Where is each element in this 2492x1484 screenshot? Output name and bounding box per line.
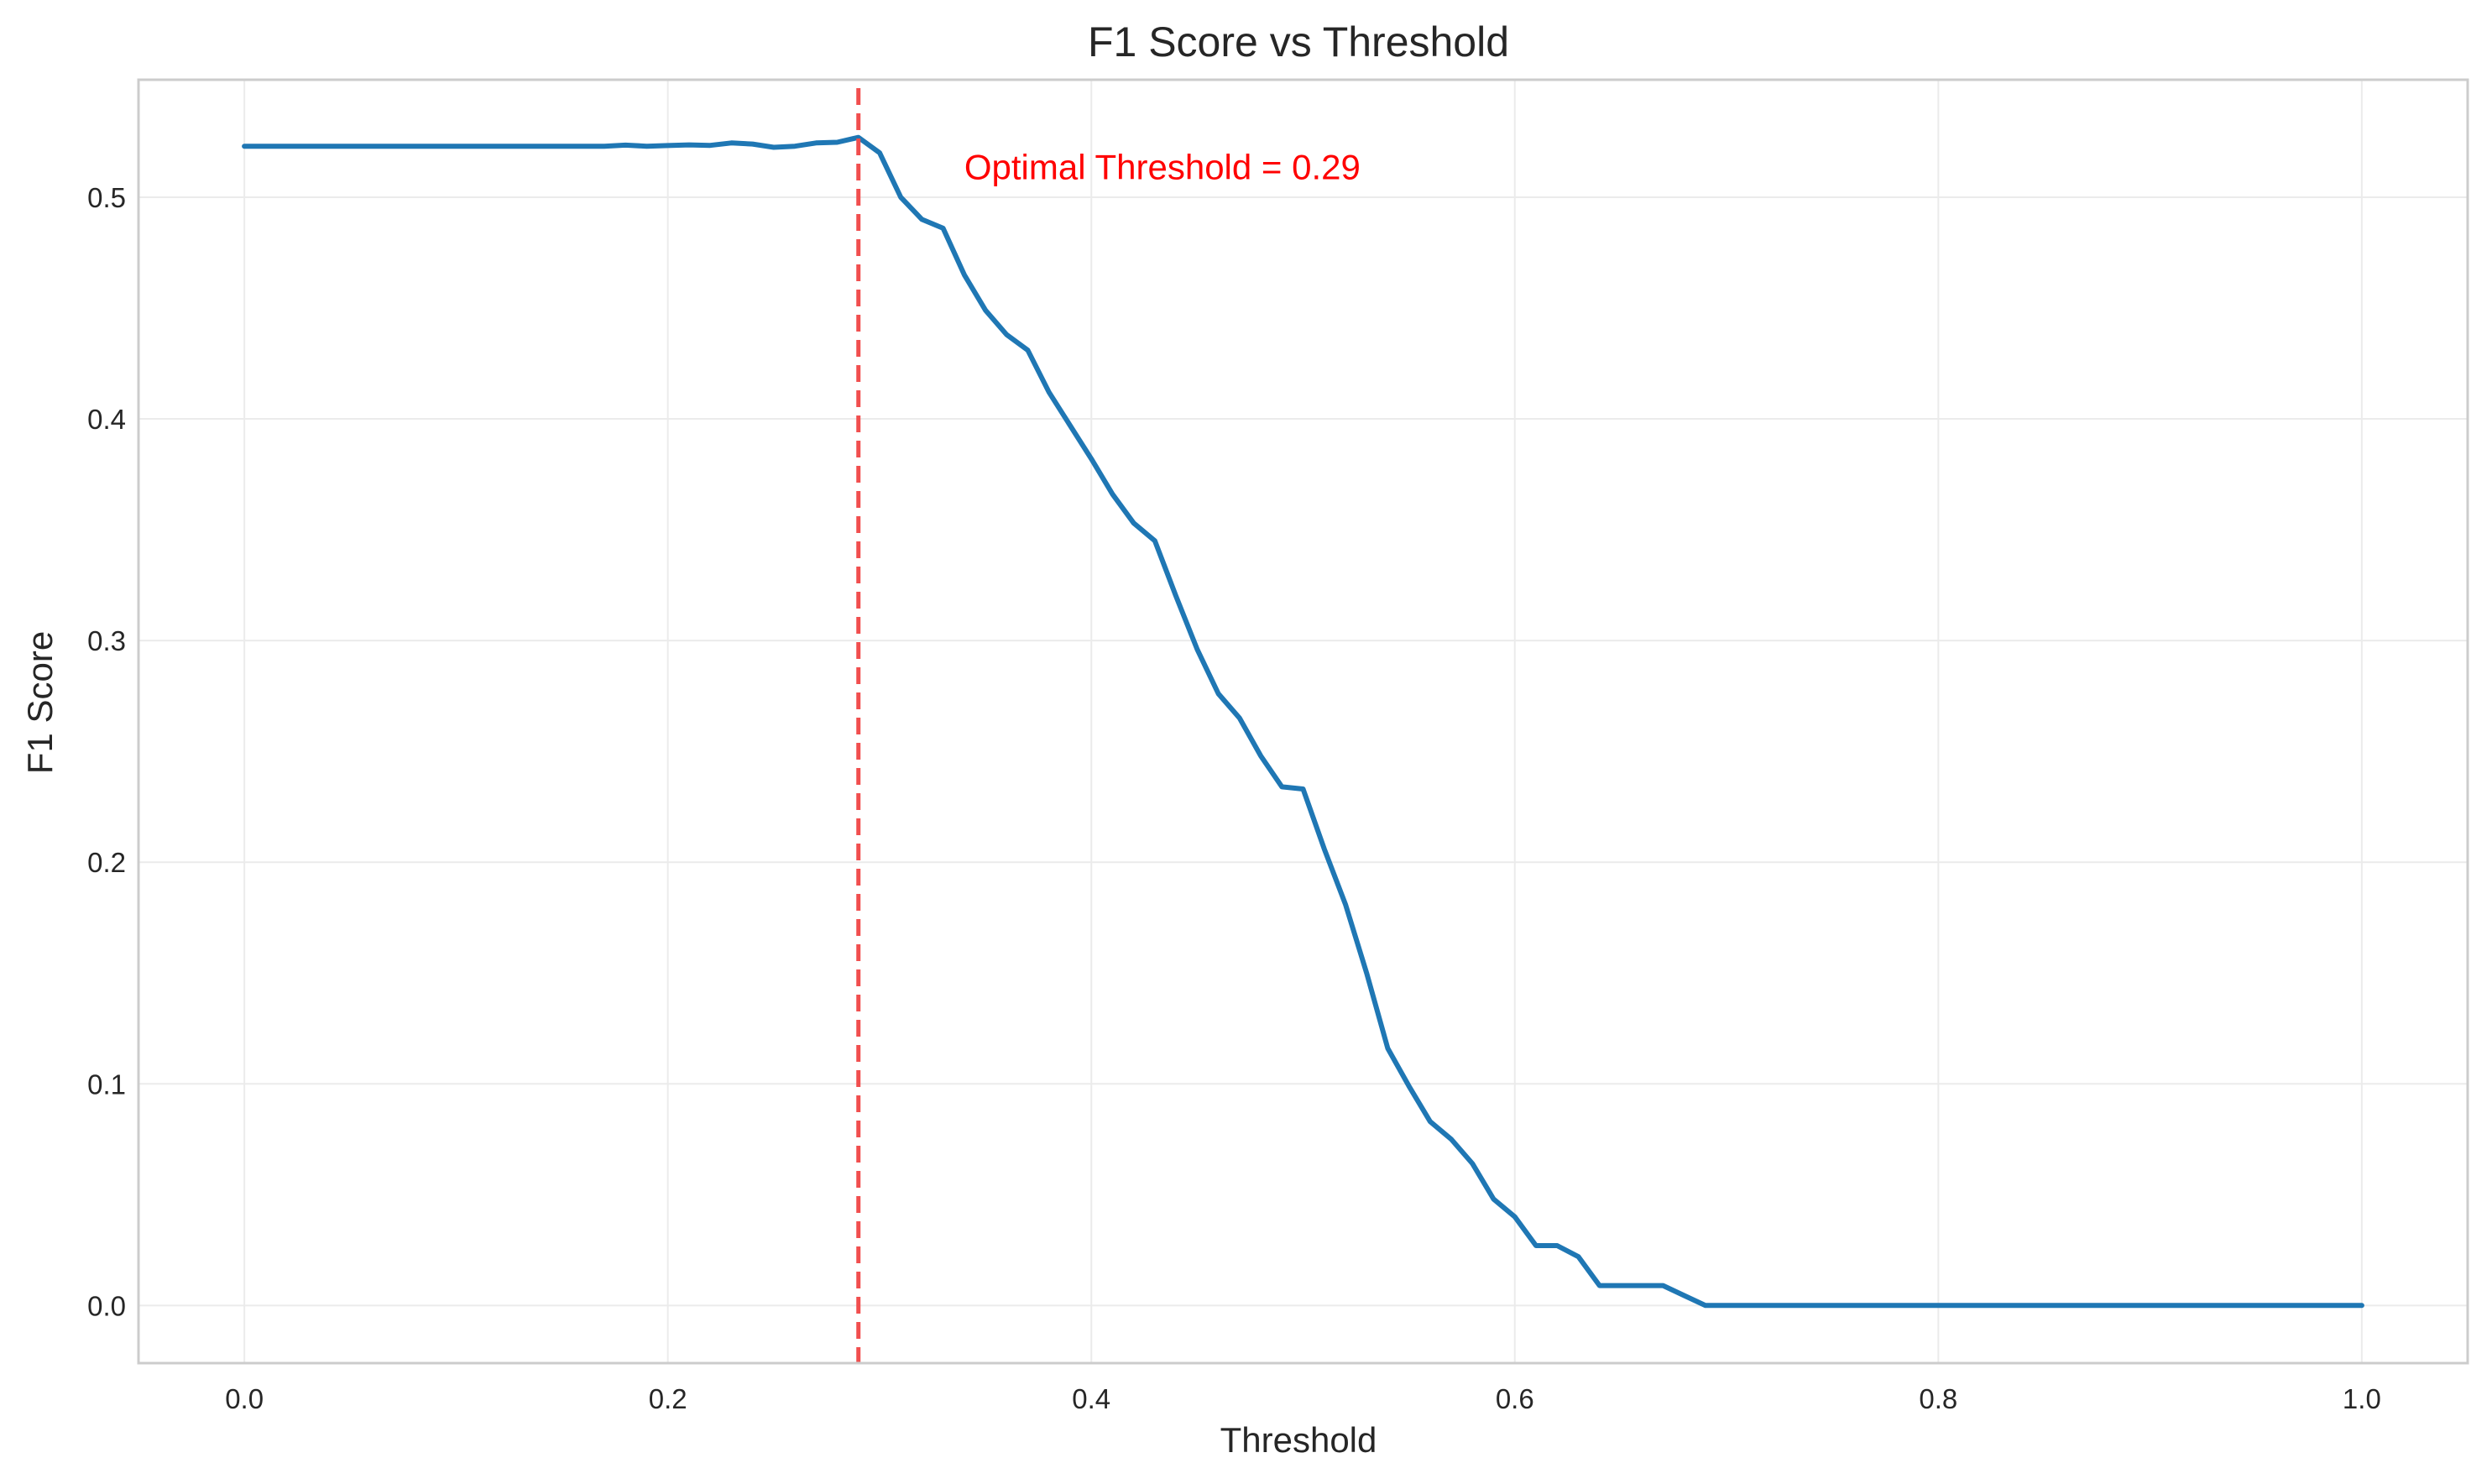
y-tick-label: 0.1 [87, 1069, 126, 1100]
x-tick-label: 0.4 [1072, 1383, 1110, 1414]
series-layer [242, 134, 2364, 1309]
x-tick-label: 0.8 [1919, 1383, 1957, 1414]
y-tick-label: 0.5 [87, 182, 126, 213]
chart-title: F1 Score vs Threshold [1088, 18, 1509, 65]
y-tick-label: 0.2 [87, 847, 126, 878]
optimal-threshold-annotation: Optimal Threshold = 0.29 [964, 147, 1361, 186]
y-axis-label: F1 Score [20, 631, 60, 774]
x-axis-label: Threshold [1220, 1420, 1377, 1460]
plot-frame [137, 78, 2469, 1365]
y-tick-label: 0.0 [87, 1290, 126, 1321]
y-tick-label: 0.3 [87, 625, 126, 656]
f1-score-line [242, 134, 2364, 1309]
x-tick-label: 0.0 [225, 1383, 264, 1414]
grid-lines [138, 80, 2468, 1363]
x-tick-label: 1.0 [2343, 1383, 2381, 1414]
x-tick-label: 0.6 [1496, 1383, 1534, 1414]
y-tick-label: 0.4 [87, 404, 126, 435]
x-tick-label: 0.2 [649, 1383, 687, 1414]
tick-labels: 0.0 0.2 0.4 0.6 0.8 1.0 0.0 0.1 0.2 0.3 0.4 0.5 [87, 182, 2381, 1414]
